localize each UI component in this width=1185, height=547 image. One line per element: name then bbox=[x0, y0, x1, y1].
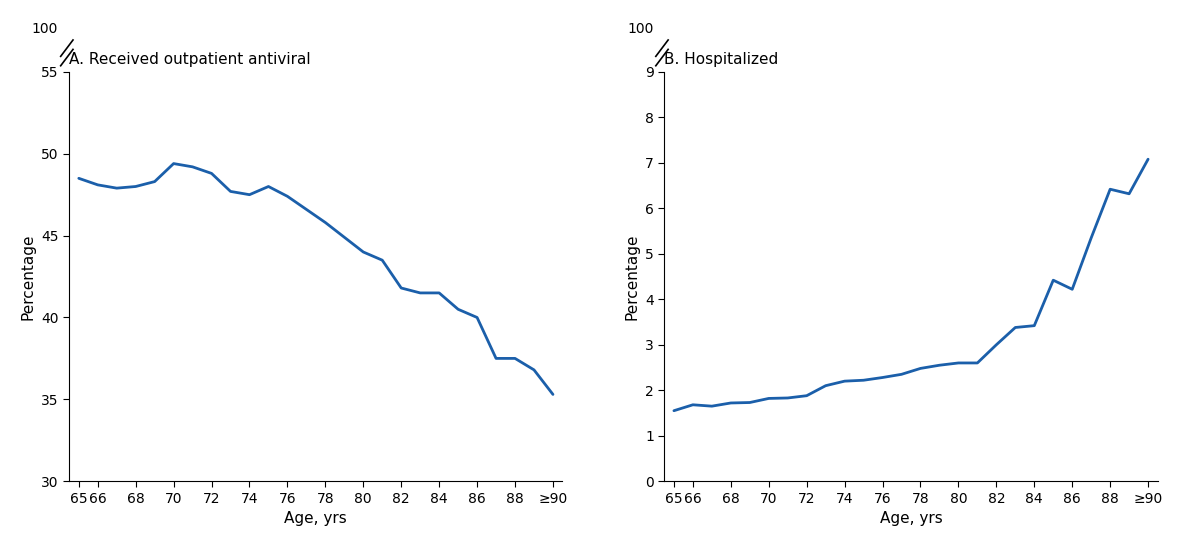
Text: 100: 100 bbox=[627, 22, 653, 36]
Y-axis label: Percentage: Percentage bbox=[21, 234, 36, 320]
Text: B. Hospitalized: B. Hospitalized bbox=[665, 51, 779, 67]
Y-axis label: Percentage: Percentage bbox=[624, 234, 640, 320]
Text: A. Received outpatient antiviral: A. Received outpatient antiviral bbox=[69, 51, 310, 67]
Text: 100: 100 bbox=[32, 22, 58, 36]
X-axis label: Age, yrs: Age, yrs bbox=[284, 511, 347, 526]
X-axis label: Age, yrs: Age, yrs bbox=[879, 511, 942, 526]
